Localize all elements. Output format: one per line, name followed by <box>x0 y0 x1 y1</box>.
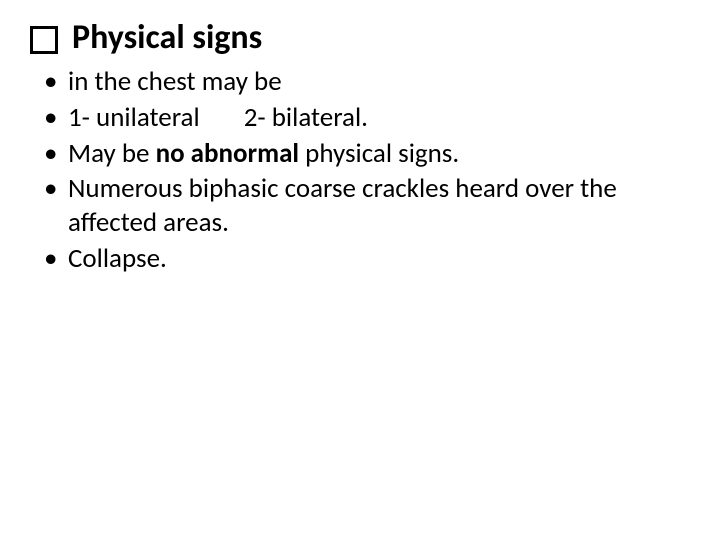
slide: Physical signs in the chest may be 1- un… <box>0 0 720 540</box>
bullet-text-part: physical signs. <box>299 137 459 170</box>
list-item: Collapse. <box>40 242 690 276</box>
bullet-text-part: 2- bilateral. <box>244 101 368 134</box>
bullet-text-bold: no abnormal <box>156 137 299 170</box>
list-item: May be no abnormal physical signs. <box>40 137 690 171</box>
bullet-text: Numerous biphasic coarse crackles heard … <box>68 172 617 239</box>
bullet-text: in the chest may be <box>68 65 282 98</box>
bullet-text-part: May be <box>68 137 156 170</box>
bullet-text: Collapse. <box>68 242 167 275</box>
bullet-text-part: 1- unilateral <box>68 101 200 134</box>
bullet-list: in the chest may be 1- unilateral 2- bila… <box>30 65 690 276</box>
list-item: 1- unilateral 2- bilateral. <box>40 101 690 135</box>
checkbox-bullet-icon <box>30 26 58 54</box>
list-item: in the chest may be <box>40 65 690 99</box>
heading-title: Physical signs <box>72 18 262 57</box>
heading: Physical signs <box>30 18 690 57</box>
list-item: Numerous biphasic coarse crackles heard … <box>40 172 690 240</box>
